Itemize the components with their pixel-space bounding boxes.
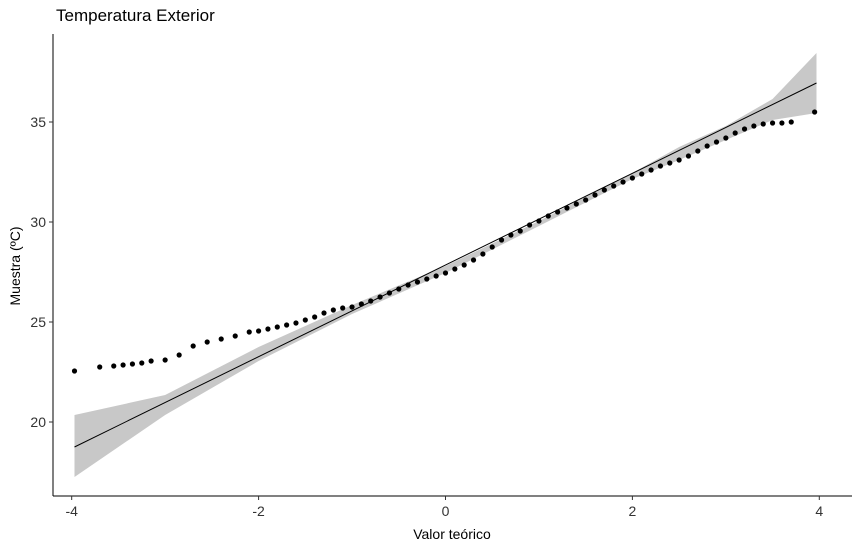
data-point (190, 343, 196, 349)
y-tick-label: 25 (30, 314, 46, 330)
data-point (751, 123, 757, 129)
y-tick-label: 20 (30, 414, 46, 430)
data-point (620, 179, 626, 185)
axes-layer: -4 -2 0 2 4 20 25 30 35 (30, 34, 852, 519)
reference-line (74, 82, 817, 448)
data-point (498, 237, 505, 243)
data-point (611, 183, 617, 189)
data-point (405, 282, 411, 288)
data-point (732, 130, 738, 136)
x-tick-label: 4 (815, 503, 823, 519)
data-point (667, 160, 673, 166)
data-point (204, 339, 210, 345)
data-point (321, 310, 327, 316)
data-point (517, 228, 523, 234)
data-point (71, 368, 78, 374)
data-point (97, 364, 103, 370)
data-point (302, 317, 308, 323)
data-point (779, 120, 785, 126)
data-point (414, 279, 421, 285)
data-point (162, 357, 168, 363)
data-point (545, 213, 551, 219)
data-point (564, 205, 570, 211)
data-point (470, 257, 477, 263)
y-tick-label: 35 (30, 114, 46, 130)
data-point (218, 336, 224, 342)
data-point (265, 326, 271, 332)
data-point (480, 251, 486, 257)
data-point (246, 329, 252, 335)
data-point (592, 192, 598, 198)
x-tick-label: -2 (252, 503, 265, 519)
data-point (129, 361, 136, 367)
data-point (760, 121, 766, 127)
data-point (769, 120, 776, 126)
data-point (629, 175, 635, 181)
data-point (386, 290, 393, 296)
x-tick-label: -4 (65, 503, 78, 519)
data-point (812, 109, 818, 115)
data-point (461, 262, 467, 268)
data-point (526, 222, 533, 228)
data-point (685, 153, 692, 159)
data-point (148, 358, 154, 364)
data-point (255, 328, 262, 334)
data-point (424, 276, 430, 282)
data-point (555, 209, 561, 215)
data-point (508, 232, 514, 238)
data-point (433, 273, 439, 279)
data-point (601, 187, 607, 193)
chart-title: Temperatura Exterior (56, 6, 215, 25)
data-point (788, 119, 794, 125)
x-axis-title: Valor teórico (413, 526, 491, 542)
data-point (695, 148, 701, 154)
data-point (489, 244, 495, 250)
x-tick-label: 0 (442, 503, 450, 519)
data-point (176, 352, 182, 358)
data-point (741, 126, 748, 132)
data-point (284, 322, 290, 328)
data-point (648, 167, 654, 173)
data-point (723, 135, 729, 141)
data-point (368, 298, 374, 304)
y-tick-label: 30 (30, 214, 46, 230)
data-point (583, 197, 589, 203)
data-point (232, 333, 238, 339)
data-point (377, 294, 383, 300)
data-point (293, 320, 299, 326)
data-point (713, 139, 720, 145)
data-point (349, 304, 355, 310)
data-point (536, 218, 542, 224)
reference-line-layer (74, 82, 817, 448)
data-points-layer (71, 109, 818, 374)
data-point (330, 307, 336, 313)
data-point (139, 360, 145, 366)
data-point (657, 163, 664, 169)
data-point (573, 201, 579, 207)
data-point (639, 171, 645, 177)
x-tick-label: 2 (628, 503, 636, 519)
data-point (442, 270, 449, 276)
data-point (676, 157, 682, 163)
data-point (312, 314, 318, 320)
data-point (274, 324, 280, 330)
data-point (340, 305, 346, 311)
data-point (452, 266, 458, 272)
data-point (120, 362, 126, 368)
data-point (358, 301, 364, 307)
y-axis-title: Muestra (ºC) (7, 226, 23, 305)
data-point (111, 363, 117, 369)
data-point (704, 143, 710, 149)
data-point (396, 286, 402, 292)
